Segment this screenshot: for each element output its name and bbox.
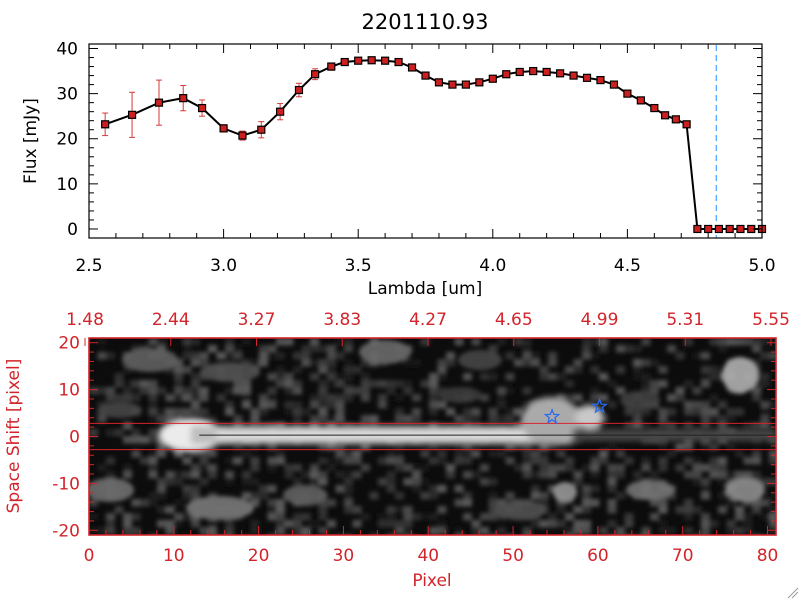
data-point	[129, 111, 136, 118]
spectral-image	[86, 338, 778, 542]
y-tick-label: 40	[56, 40, 78, 60]
data-point	[570, 72, 577, 79]
image-x-axis-label: Pixel	[412, 571, 451, 591]
image-x-tick-label: 60	[587, 546, 609, 566]
data-point	[239, 132, 246, 139]
image-x-tick-label: 70	[672, 546, 694, 566]
image-y-tick-label: -20	[52, 521, 80, 541]
image-x-tick-label: 50	[502, 546, 524, 566]
data-point	[449, 81, 456, 88]
data-point	[355, 57, 362, 64]
data-point	[199, 105, 206, 112]
data-point	[637, 97, 644, 104]
data-point	[476, 79, 483, 86]
x-tick-label: 5.0	[748, 256, 775, 276]
x-tick-label: 2.5	[75, 256, 102, 276]
image-top-tick-label: 1.48	[66, 310, 104, 330]
data-point	[489, 75, 496, 82]
data-point	[422, 72, 429, 79]
data-point	[662, 112, 669, 119]
image-x-tick-label: 40	[417, 546, 439, 566]
data-point	[705, 225, 712, 232]
data-point	[726, 225, 733, 232]
y-tick-label: 30	[56, 85, 78, 105]
data-point	[530, 68, 537, 75]
image-x-tick-label: 10	[163, 546, 185, 566]
data-point	[409, 64, 416, 71]
spectrum-plot-area	[102, 45, 766, 238]
data-point	[462, 81, 469, 88]
x-tick-label: 4.5	[614, 256, 641, 276]
data-point	[328, 63, 335, 70]
data-point	[277, 108, 284, 115]
data-point	[543, 68, 550, 75]
data-point	[180, 95, 187, 102]
data-point	[624, 90, 631, 97]
spectrum-panel: 2201110.93 2.5 3.0 3.5 4.0 4.5 5.0 010203040 …	[21, 10, 776, 299]
image-panel: 0 10 20 30 40 50 60 70 80 -20 -10 0 10 20 1.48 2.44 3.…	[4, 310, 790, 591]
image-top-tick-label: 3.27	[238, 310, 276, 330]
data-point	[312, 71, 319, 78]
image-y-tick-label: 0	[69, 428, 80, 448]
image-x-tick-label: 30	[333, 546, 355, 566]
data-point	[694, 225, 701, 232]
data-point	[610, 81, 617, 88]
data-point	[584, 74, 591, 81]
data-point	[220, 125, 227, 132]
image-top-tick-label: 5.31	[666, 310, 704, 330]
data-point	[435, 79, 442, 86]
data-point	[295, 87, 302, 94]
spectrum-x-axis-label: Lambda [um]	[368, 279, 482, 299]
image-x-tick-label: 20	[248, 546, 270, 566]
resize-grip-icon	[788, 588, 798, 598]
data-point	[651, 105, 658, 112]
data-point	[382, 57, 389, 64]
image-top-tick-label: 4.65	[495, 310, 533, 330]
data-point	[516, 68, 523, 75]
data-point	[597, 77, 604, 84]
y-tick-label: 0	[67, 220, 78, 240]
y-tick-label: 10	[56, 175, 78, 195]
data-point	[715, 225, 722, 232]
y-tick-label: 20	[56, 130, 78, 150]
data-point	[258, 126, 265, 133]
chart-title: 2201110.93	[362, 10, 489, 34]
data-point	[683, 121, 690, 128]
image-top-tick-label: 5.55	[752, 310, 790, 330]
data-point	[395, 59, 402, 66]
image-y-tick-label: 10	[58, 381, 80, 401]
data-point	[341, 59, 348, 66]
image-y-tick-label: 20	[58, 334, 80, 354]
data-point	[102, 121, 109, 128]
image-x-tick-label: 0	[84, 546, 95, 566]
spectrum-y-axis-label: Flux [mJy]	[21, 98, 41, 184]
data-point	[368, 57, 375, 64]
x-tick-label: 3.0	[210, 256, 237, 276]
image-top-tick-label: 2.44	[152, 310, 190, 330]
image-y-tick-label: -10	[52, 474, 80, 494]
data-point	[737, 225, 744, 232]
flux-line	[105, 60, 762, 229]
data-point	[672, 116, 679, 123]
image-top-tick-label: 4.27	[409, 310, 447, 330]
image-top-tick-label: 4.99	[581, 310, 619, 330]
image-x-tick-label: 80	[757, 546, 779, 566]
data-point	[557, 70, 564, 77]
x-tick-label: 4.0	[479, 256, 506, 276]
data-point	[503, 71, 510, 78]
image-top-tick-label: 3.83	[323, 310, 361, 330]
x-tick-label: 3.5	[345, 256, 372, 276]
data-point	[155, 99, 162, 106]
image-y-axis-label: Space Shift [pixel]	[4, 359, 24, 514]
